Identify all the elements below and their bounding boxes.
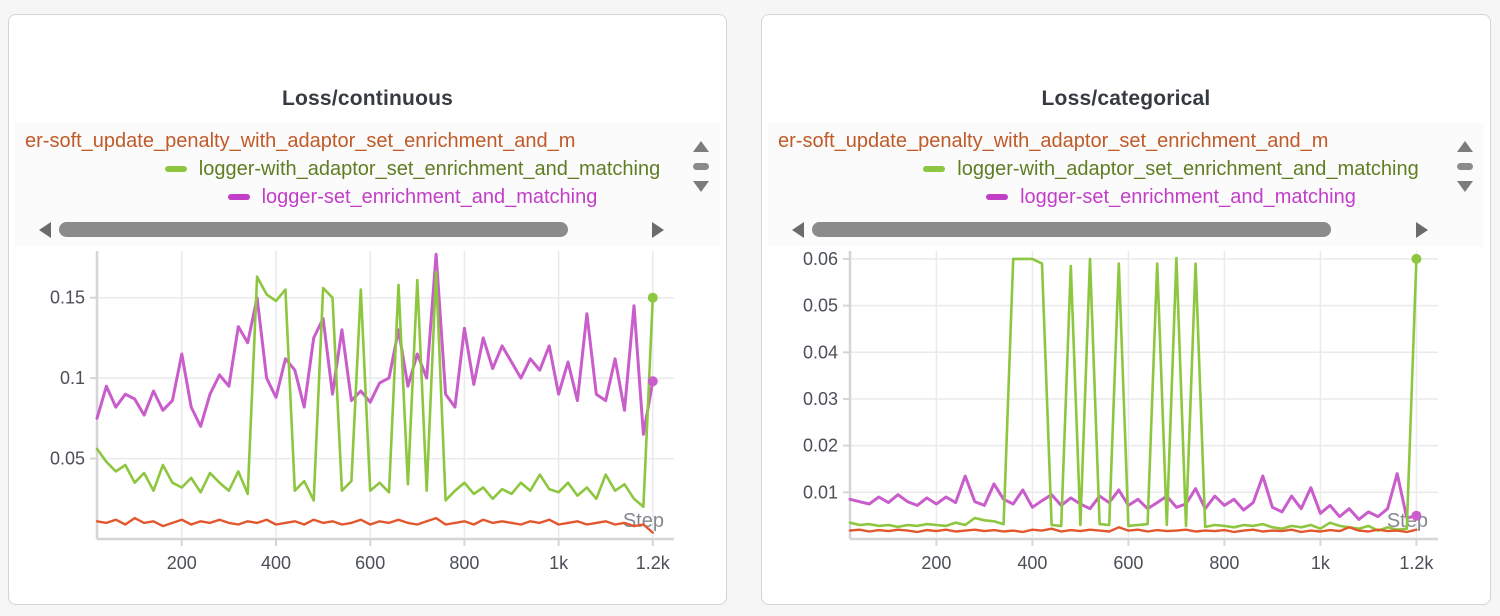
- series-color-swatch: [227, 194, 250, 200]
- scroll-right-arrow-icon[interactable]: [652, 222, 664, 238]
- vertical-scrollbar-thumb[interactable]: [1457, 163, 1473, 170]
- x-tick-label: 400: [261, 553, 291, 573]
- x-axis-title: Step: [623, 510, 664, 532]
- series-end-dot: [1411, 510, 1422, 521]
- series-line: [848, 526, 1418, 534]
- x-tick-label: 600: [1113, 553, 1143, 573]
- x-tick-label: 1k: [1311, 553, 1331, 573]
- legend-label: logger-set_enrichment_and_matching: [1020, 185, 1356, 208]
- legend-vertical-scrollbar[interactable]: [692, 141, 710, 192]
- series-line: [95, 252, 655, 436]
- x-tick-label: 800: [1209, 553, 1239, 573]
- x-tick-label: 200: [921, 553, 951, 573]
- vertical-scrollbar-thumb[interactable]: [693, 163, 709, 170]
- legend-label: er-soft_update_penalty_with_adaptor_set_…: [25, 129, 576, 152]
- panel-loss-continuous: Loss/continuous er-soft_update_penalty_w…: [8, 14, 727, 605]
- y-tick-label: 0.05: [50, 449, 85, 469]
- horizontal-scrollbar-track[interactable]: [812, 222, 1408, 238]
- chart-title: Loss/categorical: [1041, 87, 1211, 110]
- x-tick-label: 800: [449, 553, 479, 573]
- chart-svg: 0.01 0.02 0.03 0.04 0.05 0.06 200 400 600 800 1k 1.…: [803, 249, 1438, 573]
- line-chart-loss-categorical[interactable]: 0.01 0.02 0.03 0.04 0.05 0.06 200 400 600 800 1k 1.…: [770, 241, 1482, 596]
- horizontal-scrollbar-thumb[interactable]: [59, 222, 568, 237]
- x-tick-label: 200: [167, 553, 197, 573]
- legend: er-soft_update_penalty_with_adaptor_set_…: [778, 127, 1444, 211]
- scroll-down-arrow-icon[interactable]: [1457, 181, 1473, 192]
- chart-svg: 0.05 0.1 0.15 200 400 600 800 1k 1.2k Step: [50, 251, 674, 573]
- y-tick-label: 0.1: [60, 368, 85, 388]
- y-tick-label: 0.15: [50, 288, 85, 308]
- series-color-swatch: [986, 194, 1009, 200]
- y-tick-label: 0.04: [803, 342, 838, 362]
- legend-area: er-soft_update_penalty_with_adaptor_set_…: [15, 123, 720, 247]
- legend-item-with-adaptor[interactable]: logger-with_adaptor_set_enrichment_and_m…: [25, 155, 680, 183]
- series-color-swatch: [923, 166, 946, 172]
- y-tick-label: 0.06: [803, 249, 838, 269]
- scroll-left-arrow-icon[interactable]: [39, 222, 51, 238]
- scroll-left-arrow-icon[interactable]: [792, 222, 804, 238]
- chart-title: Loss/continuous: [282, 87, 453, 110]
- series-end-dot: [647, 376, 658, 387]
- x-tick-label: 1.2k: [636, 553, 671, 573]
- scroll-down-arrow-icon[interactable]: [693, 181, 709, 192]
- legend-label: logger-set_enrichment_and_matching: [261, 185, 598, 208]
- panel-loss-categorical: Loss/categorical er-soft_update_penalty_…: [761, 14, 1491, 605]
- legend-area: er-soft_update_penalty_with_adaptor_set_…: [768, 123, 1484, 247]
- y-tick-label: 0.01: [803, 482, 838, 502]
- y-tick-label: 0.05: [803, 296, 838, 316]
- horizontal-scrollbar-thumb[interactable]: [812, 222, 1331, 237]
- legend-vertical-scrollbar[interactable]: [1456, 141, 1474, 192]
- legend-item-set-enrichment[interactable]: logger-set_enrichment_and_matching: [25, 183, 680, 211]
- x-tick-label: 400: [1017, 553, 1047, 573]
- series-line: [848, 256, 1418, 532]
- x-tick-label: 1.2k: [1399, 553, 1434, 573]
- legend-horizontal-scrollbar[interactable]: [39, 221, 664, 239]
- y-tick-label: 0.02: [803, 436, 838, 456]
- legend-horizontal-scrollbar[interactable]: [792, 221, 1428, 239]
- legend-item-set-enrichment[interactable]: logger-set_enrichment_and_matching: [778, 183, 1444, 211]
- y-tick-label: 0.03: [803, 389, 838, 409]
- legend-item-soft-update-penalty[interactable]: er-soft_update_penalty_with_adaptor_set_…: [25, 127, 680, 155]
- legend-item-with-adaptor[interactable]: logger-with_adaptor_set_enrichment_and_m…: [778, 155, 1444, 183]
- legend-label: logger-with_adaptor_set_enrichment_and_m…: [957, 157, 1419, 180]
- legend-label: er-soft_update_penalty_with_adaptor_set_…: [778, 129, 1329, 152]
- series-end-dot: [647, 292, 658, 303]
- x-tick-label: 600: [355, 553, 385, 573]
- scroll-right-arrow-icon[interactable]: [1416, 222, 1428, 238]
- legend-item-soft-update-penalty[interactable]: er-soft_update_penalty_with_adaptor_set_…: [778, 127, 1444, 155]
- legend-label: logger-with_adaptor_set_enrichment_and_m…: [198, 157, 661, 180]
- series-line: [95, 516, 654, 534]
- series-line: [848, 472, 1418, 521]
- series-end-dot: [1411, 253, 1422, 264]
- series-color-swatch: [164, 166, 187, 172]
- x-tick-label: 1k: [549, 553, 569, 573]
- legend: er-soft_update_penalty_with_adaptor_set_…: [25, 127, 680, 211]
- series-line: [95, 270, 655, 509]
- scroll-up-arrow-icon[interactable]: [693, 141, 709, 152]
- horizontal-scrollbar-track[interactable]: [59, 222, 644, 238]
- scroll-up-arrow-icon[interactable]: [1457, 141, 1473, 152]
- line-chart-loss-continuous[interactable]: 0.05 0.1 0.15 200 400 600 800 1k 1.2k Step: [17, 241, 718, 596]
